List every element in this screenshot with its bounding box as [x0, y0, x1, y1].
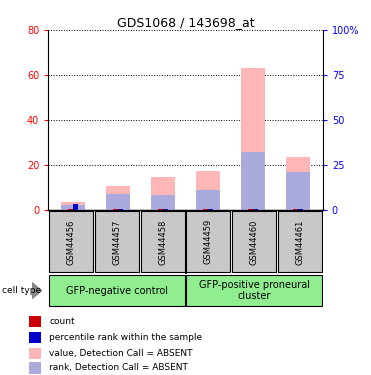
Text: cell type: cell type: [2, 286, 41, 295]
Bar: [113, 209, 118, 210]
Bar: [286, 157, 311, 210]
Bar: [60, 205, 85, 210]
Text: count: count: [49, 317, 75, 326]
Bar: [286, 172, 311, 210]
Bar: [49, 211, 93, 273]
Bar: [151, 177, 175, 210]
Text: GFP-positive proneural
cluster: GFP-positive proneural cluster: [198, 280, 310, 302]
Bar: [151, 195, 175, 210]
Bar: [196, 171, 220, 210]
Text: GSM44460: GSM44460: [250, 219, 259, 265]
Text: value, Detection Call = ABSENT: value, Detection Call = ABSENT: [49, 349, 193, 358]
Bar: [158, 209, 162, 210]
Text: GSM44458: GSM44458: [158, 219, 167, 265]
Polygon shape: [32, 283, 42, 298]
Bar: [248, 209, 253, 210]
Text: percentile rank within the sample: percentile rank within the sample: [49, 333, 203, 342]
Bar: [106, 194, 130, 210]
Text: GSM44457: GSM44457: [112, 219, 121, 265]
Bar: [60, 202, 85, 210]
Bar: [293, 209, 298, 210]
Bar: [186, 211, 230, 273]
Bar: [241, 68, 265, 210]
Bar: [29, 316, 41, 327]
Text: GSM44459: GSM44459: [204, 219, 213, 264]
Bar: [29, 332, 41, 343]
Bar: [95, 211, 139, 273]
Bar: [73, 204, 78, 210]
Bar: [278, 211, 322, 273]
Bar: [164, 209, 168, 210]
Bar: [203, 209, 207, 210]
Bar: [49, 275, 185, 306]
Text: GSM44456: GSM44456: [67, 219, 76, 265]
Bar: [298, 209, 303, 210]
Bar: [196, 190, 220, 210]
Text: GSM44461: GSM44461: [295, 219, 304, 265]
Bar: [118, 209, 123, 210]
Bar: [141, 211, 185, 273]
Bar: [68, 209, 73, 210]
Bar: [253, 209, 258, 210]
Bar: [106, 186, 130, 210]
Text: rank, Detection Call = ABSENT: rank, Detection Call = ABSENT: [49, 363, 188, 372]
Bar: [209, 209, 213, 210]
Title: GDS1068 / 143698_at: GDS1068 / 143698_at: [117, 16, 254, 29]
Bar: [232, 211, 276, 273]
Bar: [241, 152, 265, 210]
Bar: [186, 275, 322, 306]
Bar: [29, 348, 41, 359]
Bar: [29, 362, 41, 374]
Text: GFP-negative control: GFP-negative control: [66, 286, 168, 296]
